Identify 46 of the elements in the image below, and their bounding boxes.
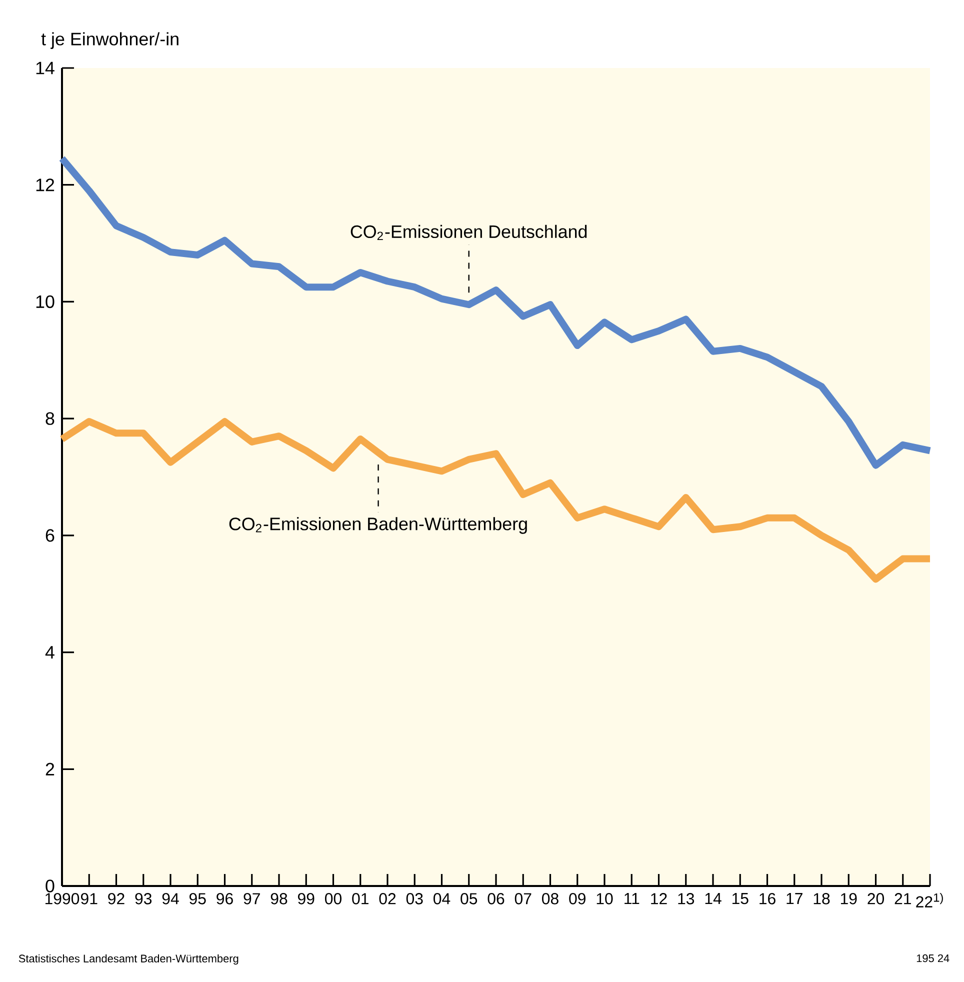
x-tick-label: 01	[352, 893, 368, 904]
x-tick-label: 15	[732, 893, 748, 904]
y-tick-label: 10	[36, 295, 54, 308]
text: Statistisches Landesamt Baden-Württemberg	[18, 954, 238, 965]
x-tick-label: 92	[108, 893, 124, 904]
series-label: CO$_{2}$-Emissionen Deutschland	[350, 224, 587, 240]
x-tick-label: 97	[244, 893, 260, 904]
x-tick-label: 91	[81, 893, 98, 904]
x-tick-label: 95	[190, 893, 206, 904]
text: 195 24	[916, 954, 950, 962]
x-tick-label: 14	[705, 893, 722, 904]
x-tick-label: 12	[651, 893, 667, 904]
y-tick-label: 0	[46, 880, 54, 892]
x-tick-label: 22$^{1)}$	[916, 893, 943, 908]
x-tick-label: 18	[814, 893, 830, 904]
y-tick-label: 2	[46, 762, 54, 776]
x-tick-label: 09	[569, 893, 586, 904]
x-tick-label: 07	[514, 893, 532, 904]
x-tick-label: 98	[270, 893, 288, 904]
x-tick-label: 1990	[45, 893, 80, 904]
y-tick-label: 8	[46, 412, 54, 425]
x-tick-label: 05	[460, 893, 478, 904]
x-tick-label: 08	[542, 893, 558, 904]
x-tick-label: 96	[216, 893, 233, 904]
y-tick-label: 12	[36, 178, 54, 192]
x-tick-label: 13	[678, 893, 694, 904]
x-tick-label: 04	[434, 893, 450, 904]
x-tick-label: 93	[135, 893, 152, 904]
y-tick-label: 4	[45, 646, 54, 658]
y-axis-title: t je Einwohner/-in	[41, 32, 178, 49]
x-tick-label: 11	[624, 893, 640, 904]
x-tick-label: 17	[786, 893, 802, 904]
x-tick-label: 06	[488, 893, 504, 904]
x-tick-label: 99	[298, 893, 314, 904]
x-tick-label: 19	[840, 893, 857, 904]
x-tick-label: 94	[162, 893, 179, 904]
x-tick-label: 16	[760, 893, 776, 904]
x-tick-label: 10	[596, 893, 613, 904]
series-label: CO$_{2}$-Emissionen Baden-Württemberg	[229, 517, 527, 534]
x-tick-label: 21	[894, 893, 911, 904]
y-tick-label: 14	[36, 62, 54, 74]
x-tick-label: 02	[379, 893, 396, 904]
y-tick-label: 6	[46, 529, 54, 542]
x-tick-label: 00	[325, 893, 342, 904]
x-tick-label: 03	[406, 893, 423, 904]
x-tick-label: 20	[868, 893, 884, 904]
